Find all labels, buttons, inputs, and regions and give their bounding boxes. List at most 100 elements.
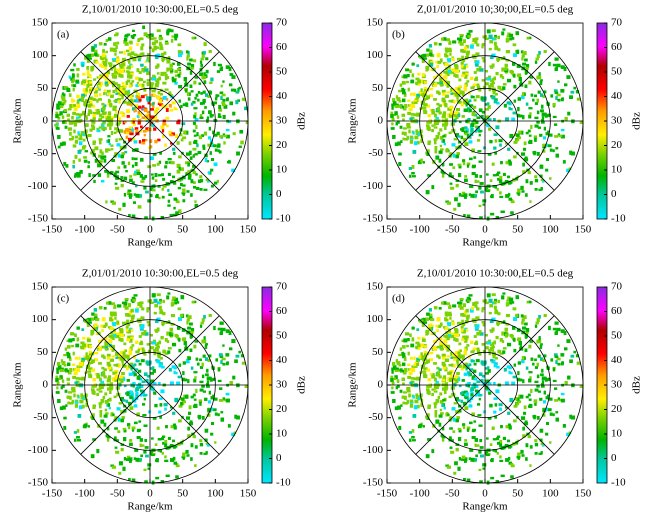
echo: [67, 127, 72, 130]
echo: [74, 356, 79, 360]
echo: [181, 328, 186, 332]
echo: [444, 54, 449, 58]
echo: [510, 107, 513, 111]
echo: [472, 302, 475, 307]
echo: [497, 312, 501, 316]
y-tick-label: 0: [43, 115, 49, 127]
echo: [535, 57, 539, 61]
echo: [529, 445, 533, 449]
echo: [424, 353, 427, 358]
echo: [116, 407, 121, 411]
echo: [476, 331, 481, 336]
echo: [406, 80, 409, 84]
echo: [436, 366, 440, 370]
echo: [89, 128, 93, 132]
echo: [431, 124, 435, 127]
echo: [103, 414, 108, 418]
echo: [464, 98, 469, 103]
echo: [442, 301, 447, 305]
echo: [414, 399, 419, 404]
echo: [508, 445, 513, 448]
echo: [163, 71, 167, 75]
echo: [510, 475, 514, 479]
echo: [87, 57, 92, 60]
echo: [156, 301, 161, 305]
echo: [449, 152, 453, 157]
echo: [439, 322, 443, 327]
echo: [147, 299, 152, 303]
echo: [186, 318, 190, 322]
echo: [182, 361, 186, 365]
echo: [568, 167, 572, 171]
echo: [175, 371, 178, 375]
echo: [536, 110, 540, 115]
echo: [128, 214, 131, 217]
echo: [121, 161, 125, 165]
x-tick-label: 100: [207, 488, 224, 500]
echo: [124, 349, 127, 352]
echo: [109, 326, 114, 331]
echo: [226, 361, 229, 366]
echo: [435, 120, 439, 125]
echo: [91, 124, 95, 128]
echo: [466, 398, 470, 403]
echo: [426, 413, 430, 417]
echo: [475, 359, 480, 363]
echo: [136, 68, 140, 73]
echo: [138, 335, 142, 338]
echo: [87, 53, 92, 58]
echo: [112, 322, 116, 327]
echo: [135, 76, 139, 80]
echo: [442, 135, 446, 138]
echo: [209, 151, 212, 155]
echo: [505, 161, 510, 165]
echo: [148, 410, 151, 414]
echo: [232, 111, 236, 116]
echo: [400, 105, 405, 109]
echo: [555, 153, 560, 158]
echo: [106, 427, 110, 431]
x-tick-label: 50: [512, 224, 524, 236]
echo: [513, 419, 517, 423]
x-tick-label: 50: [512, 488, 524, 500]
echo: [130, 120, 134, 124]
y-tick-label: -100: [363, 180, 384, 192]
echo: [103, 126, 107, 130]
echo: [132, 384, 135, 388]
echo: [445, 148, 449, 153]
echo: [153, 93, 156, 97]
echo: [108, 100, 112, 103]
echo: [116, 57, 120, 62]
echo: [110, 148, 114, 151]
echo: [499, 179, 503, 184]
echo: [512, 43, 517, 47]
echo: [240, 140, 244, 145]
echo: [450, 450, 455, 454]
echo: [402, 98, 406, 103]
echo: [508, 366, 512, 370]
echo: [164, 352, 169, 355]
echo: [510, 134, 513, 139]
echo: [441, 433, 444, 438]
echo: [476, 349, 481, 352]
echo: [426, 104, 431, 108]
echo: [134, 170, 138, 174]
echo: [493, 363, 498, 368]
echo: [465, 100, 470, 105]
echo: [450, 356, 454, 359]
echo: [433, 138, 438, 141]
echo: [165, 161, 168, 165]
echo: [169, 93, 173, 97]
echo: [67, 401, 70, 405]
echo: [127, 425, 131, 430]
echo: [476, 67, 481, 72]
echo: [169, 180, 174, 184]
echo: [393, 377, 397, 380]
echo: [534, 124, 539, 128]
echo: [493, 340, 497, 345]
echo: [112, 89, 116, 94]
echo: [113, 49, 117, 53]
echo: [137, 428, 141, 432]
echo: [503, 367, 507, 372]
echo: [102, 75, 106, 79]
